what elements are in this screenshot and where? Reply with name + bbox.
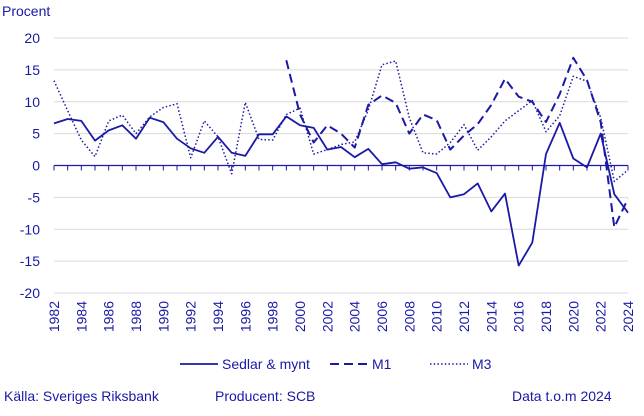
y-tick-labels: 20 15 10 5 0 -5 -10 -15 -20 bbox=[20, 30, 40, 301]
x-tick-label: 1994 bbox=[210, 301, 226, 332]
gridlines bbox=[53, 37, 629, 294]
x-tick-label: 1988 bbox=[128, 301, 144, 332]
y-tick-label: -20 bbox=[20, 285, 40, 301]
x-tick-label: 1996 bbox=[237, 301, 253, 332]
x-tick-label: 2022 bbox=[593, 301, 609, 332]
y-tick-label: -10 bbox=[20, 221, 40, 237]
x-tick-label: 1990 bbox=[155, 301, 171, 332]
y-tick-label: 0 bbox=[32, 158, 40, 174]
data-through-text: Data t.o.m 2024 bbox=[512, 388, 612, 404]
legend: Sedlar & mynt M1 M3 bbox=[180, 356, 492, 372]
legend-label: Sedlar & mynt bbox=[222, 356, 310, 372]
x-tick-label: 1984 bbox=[73, 301, 89, 332]
x-tick-label: 1982 bbox=[46, 301, 62, 332]
x-tick-label: 2014 bbox=[483, 301, 499, 332]
y-tick-label: -5 bbox=[28, 189, 41, 205]
series-line-1 bbox=[285, 56, 629, 229]
x-tick-label: 2024 bbox=[620, 301, 636, 332]
x-tick-label: 1992 bbox=[183, 301, 199, 332]
x-tick-label: 2006 bbox=[374, 301, 390, 332]
x-tick-label: 2018 bbox=[538, 301, 554, 332]
x-tick-label: 2002 bbox=[319, 301, 335, 332]
series-line-2 bbox=[53, 60, 629, 183]
x-tick-labels: 1982 1984 1986 1988 1990 1992 1994 1996 1998 2000… bbox=[46, 301, 636, 332]
legend-label: M3 bbox=[472, 356, 492, 372]
y-tick-label: 15 bbox=[24, 62, 40, 78]
y-tick-label: 20 bbox=[24, 30, 40, 46]
x-tick-label: 2008 bbox=[401, 301, 417, 332]
x-tick-label: 2010 bbox=[429, 301, 445, 332]
x-tick-label: 2000 bbox=[292, 301, 308, 332]
y-tick-label: 5 bbox=[32, 126, 40, 142]
legend-label: M1 bbox=[372, 356, 392, 372]
x-tick-label: 2004 bbox=[347, 301, 363, 332]
y-axis-label: Procent bbox=[2, 3, 50, 19]
producer-text: Producent: SCB bbox=[215, 388, 316, 404]
x-tick-label: 1986 bbox=[101, 301, 117, 332]
y-tick-label: -15 bbox=[20, 253, 40, 269]
series-lines bbox=[53, 56, 629, 267]
series-line-0 bbox=[53, 115, 629, 267]
x-tick-label: 2020 bbox=[565, 301, 581, 332]
x-tick-label: 2016 bbox=[511, 301, 527, 332]
source-text: Källa: Sveriges Riksbank bbox=[4, 388, 159, 404]
x-tick-label: 1998 bbox=[265, 301, 281, 332]
x-tick-label: 2012 bbox=[456, 301, 472, 332]
y-tick-label: 10 bbox=[24, 94, 40, 110]
